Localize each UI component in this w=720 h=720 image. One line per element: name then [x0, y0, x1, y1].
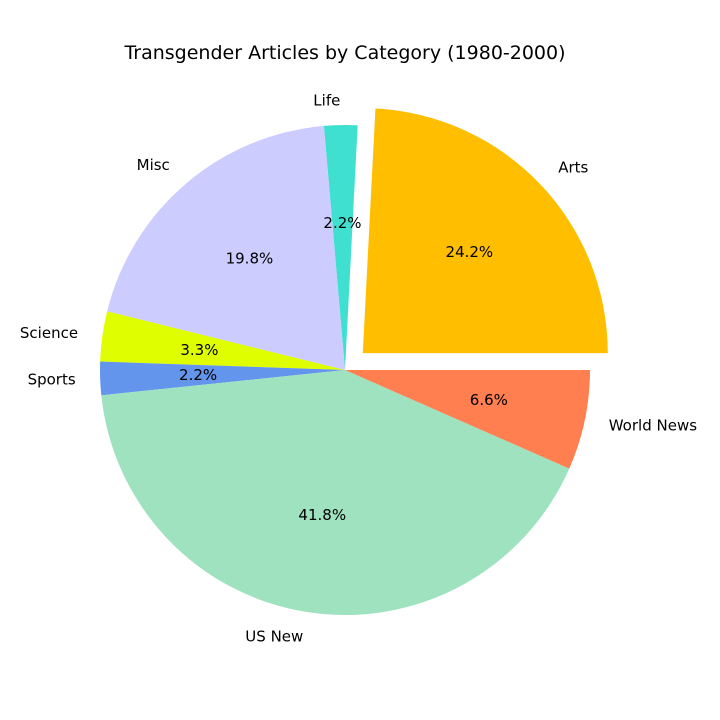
label-science: Science [20, 324, 78, 342]
slice-misc [107, 125, 345, 371]
label-life: Life [313, 92, 340, 110]
label-world-news: World News [609, 416, 697, 434]
slice-sports [100, 361, 346, 396]
label-us-new: US New [245, 627, 303, 645]
pie-slices [100, 108, 608, 615]
chart-title: Transgender Articles by Category (1980-2… [123, 42, 565, 64]
pct-label-life: 2.2% [323, 214, 361, 232]
slice-us-new [101, 370, 570, 615]
label-misc: Misc [137, 156, 170, 174]
pie-labels: Arts 24.2% Life 2.2% Misc 19.8% Science 3.3% Spo… [20, 92, 697, 646]
label-sports: Sports [28, 370, 76, 388]
slice-life [323, 125, 358, 371]
pct-label-science: 3.3% [180, 341, 218, 359]
slice-world-news [345, 370, 590, 469]
slice-arts [362, 108, 608, 354]
pct-label-arts: 24.2% [446, 243, 494, 261]
slice-science [100, 311, 345, 370]
pct-label-us-new: 41.8% [298, 506, 346, 524]
pct-label-misc: 19.8% [226, 249, 274, 267]
label-arts: Arts [558, 159, 588, 177]
pct-label-world-news: 6.6% [470, 391, 508, 409]
pct-label-sports: 2.2% [179, 366, 217, 384]
